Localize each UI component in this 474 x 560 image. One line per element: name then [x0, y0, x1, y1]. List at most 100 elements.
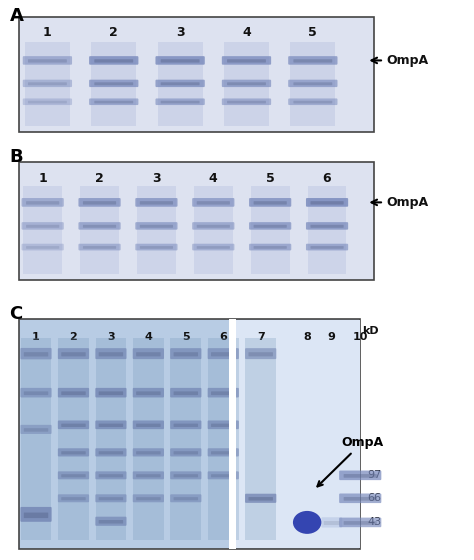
Text: 5: 5 — [266, 172, 274, 185]
FancyBboxPatch shape — [173, 423, 198, 427]
Text: C: C — [9, 305, 23, 323]
FancyBboxPatch shape — [26, 201, 59, 204]
FancyBboxPatch shape — [99, 352, 123, 356]
Bar — [19, 162, 374, 280]
FancyBboxPatch shape — [133, 494, 164, 502]
FancyBboxPatch shape — [208, 421, 239, 429]
FancyBboxPatch shape — [24, 352, 48, 357]
FancyBboxPatch shape — [211, 352, 236, 356]
Bar — [25, 42, 70, 126]
FancyBboxPatch shape — [197, 201, 230, 204]
Bar — [229, 319, 236, 549]
FancyBboxPatch shape — [339, 470, 381, 480]
FancyBboxPatch shape — [344, 474, 377, 478]
FancyBboxPatch shape — [310, 201, 344, 204]
Bar — [23, 186, 62, 274]
FancyBboxPatch shape — [99, 497, 123, 500]
FancyBboxPatch shape — [136, 391, 161, 395]
FancyBboxPatch shape — [288, 56, 337, 65]
FancyBboxPatch shape — [136, 352, 161, 356]
Text: OmpA: OmpA — [318, 436, 383, 487]
FancyBboxPatch shape — [99, 423, 123, 427]
Bar — [91, 42, 136, 126]
Text: 97: 97 — [367, 470, 382, 480]
FancyBboxPatch shape — [170, 421, 201, 429]
FancyBboxPatch shape — [170, 388, 201, 398]
FancyBboxPatch shape — [99, 391, 123, 395]
FancyBboxPatch shape — [211, 423, 236, 427]
FancyBboxPatch shape — [155, 80, 205, 87]
FancyBboxPatch shape — [24, 512, 48, 518]
Text: 6: 6 — [219, 332, 227, 342]
FancyBboxPatch shape — [89, 56, 138, 65]
FancyBboxPatch shape — [20, 425, 52, 434]
Text: 4: 4 — [242, 26, 251, 39]
FancyBboxPatch shape — [170, 472, 201, 479]
FancyBboxPatch shape — [339, 493, 381, 503]
FancyBboxPatch shape — [136, 497, 161, 500]
FancyBboxPatch shape — [173, 497, 198, 500]
FancyBboxPatch shape — [222, 99, 271, 105]
FancyBboxPatch shape — [310, 246, 344, 249]
FancyBboxPatch shape — [83, 201, 116, 204]
Text: 2: 2 — [95, 172, 104, 185]
FancyBboxPatch shape — [58, 494, 89, 502]
FancyBboxPatch shape — [24, 428, 48, 432]
Text: 3: 3 — [107, 332, 115, 342]
FancyBboxPatch shape — [306, 198, 348, 207]
FancyBboxPatch shape — [310, 225, 344, 228]
Text: 6: 6 — [323, 172, 331, 185]
FancyBboxPatch shape — [136, 451, 161, 454]
FancyBboxPatch shape — [245, 348, 276, 359]
FancyBboxPatch shape — [208, 448, 239, 456]
FancyBboxPatch shape — [288, 99, 337, 105]
FancyBboxPatch shape — [95, 421, 127, 429]
Text: 1: 1 — [32, 332, 40, 342]
Bar — [237, 320, 360, 548]
FancyBboxPatch shape — [89, 99, 138, 105]
FancyBboxPatch shape — [211, 391, 236, 395]
FancyBboxPatch shape — [192, 244, 234, 250]
FancyBboxPatch shape — [211, 451, 236, 454]
FancyBboxPatch shape — [170, 448, 201, 456]
FancyBboxPatch shape — [161, 101, 200, 104]
FancyBboxPatch shape — [293, 101, 332, 104]
FancyBboxPatch shape — [306, 222, 348, 230]
FancyBboxPatch shape — [61, 474, 86, 477]
FancyBboxPatch shape — [133, 348, 164, 359]
FancyBboxPatch shape — [155, 99, 205, 105]
FancyBboxPatch shape — [192, 222, 234, 230]
Text: 3: 3 — [176, 26, 184, 39]
FancyBboxPatch shape — [61, 497, 86, 500]
FancyBboxPatch shape — [26, 246, 59, 249]
FancyBboxPatch shape — [21, 198, 64, 207]
FancyBboxPatch shape — [197, 225, 230, 228]
Bar — [290, 42, 336, 126]
FancyBboxPatch shape — [197, 246, 230, 249]
FancyBboxPatch shape — [99, 474, 123, 477]
Text: 9: 9 — [328, 332, 336, 342]
FancyBboxPatch shape — [227, 101, 266, 104]
FancyBboxPatch shape — [58, 472, 89, 479]
FancyBboxPatch shape — [249, 244, 291, 250]
FancyBboxPatch shape — [249, 222, 291, 230]
FancyBboxPatch shape — [58, 448, 89, 456]
FancyBboxPatch shape — [344, 497, 377, 501]
FancyBboxPatch shape — [133, 448, 164, 456]
FancyBboxPatch shape — [324, 521, 340, 525]
Text: 8: 8 — [303, 332, 311, 342]
FancyBboxPatch shape — [208, 348, 239, 359]
FancyBboxPatch shape — [95, 472, 127, 479]
FancyBboxPatch shape — [254, 225, 287, 228]
FancyBboxPatch shape — [155, 56, 205, 65]
FancyBboxPatch shape — [339, 517, 381, 527]
Text: A: A — [9, 7, 23, 25]
Text: 4: 4 — [209, 172, 218, 185]
FancyBboxPatch shape — [61, 352, 86, 356]
FancyBboxPatch shape — [83, 246, 116, 249]
FancyBboxPatch shape — [222, 56, 271, 65]
FancyBboxPatch shape — [94, 101, 133, 104]
Text: OmpA: OmpA — [386, 54, 428, 67]
FancyBboxPatch shape — [58, 421, 89, 429]
FancyBboxPatch shape — [78, 222, 120, 230]
